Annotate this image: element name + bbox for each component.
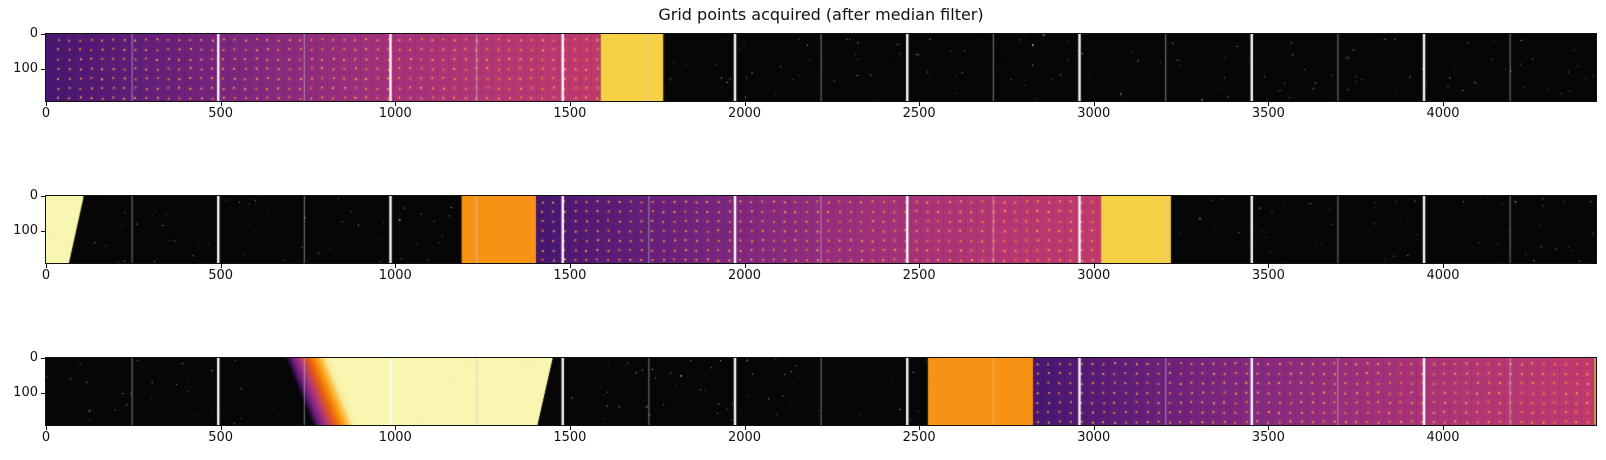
y-tick-mark [41, 231, 45, 232]
x-tick-label: 2500 [902, 268, 936, 283]
x-tick-label: 3000 [1077, 430, 1111, 445]
x-tick-mark [744, 264, 746, 268]
x-tick-mark [1443, 426, 1445, 430]
x-tick-mark [395, 426, 397, 430]
x-tick-label: 2000 [727, 268, 762, 283]
x-tick-mark [1093, 426, 1095, 430]
x-tick-label: 1500 [553, 106, 587, 121]
x-tick-label: 4000 [1426, 430, 1460, 445]
x-tick-mark [1268, 102, 1270, 106]
detector-strip-1-image [46, 34, 1596, 101]
y-tick-mark [41, 196, 45, 197]
x-tick-label: 0 [41, 106, 51, 121]
y-tick-label: 100 [13, 385, 38, 400]
x-tick-label: 2500 [902, 430, 936, 445]
x-tick-mark [1268, 426, 1270, 430]
x-tick-label: 500 [208, 268, 234, 283]
x-tick-label: 3500 [1251, 106, 1285, 121]
x-tick-mark [220, 426, 222, 430]
x-tick-label: 1000 [378, 430, 412, 445]
x-tick-label: 0 [41, 430, 51, 445]
y-tick-label: 0 [29, 26, 38, 41]
detector-strip-2-image [46, 196, 1596, 263]
x-tick-label: 3000 [1077, 268, 1111, 283]
x-tick-mark [1443, 102, 1445, 106]
x-tick-label: 2500 [902, 106, 936, 121]
x-tick-mark [569, 426, 571, 430]
x-tick-label: 3500 [1251, 268, 1285, 283]
x-tick-mark [395, 102, 397, 106]
x-tick-label: 500 [208, 430, 234, 445]
x-tick-mark [220, 102, 222, 106]
x-tick-label: 0 [41, 268, 51, 283]
x-tick-label: 1500 [553, 430, 587, 445]
x-tick-label: 4000 [1426, 106, 1460, 121]
x-tick-mark [919, 264, 921, 268]
x-tick-mark [220, 264, 222, 268]
x-tick-label: 1000 [378, 268, 412, 283]
x-tick-mark [1268, 264, 1270, 268]
detector-strip-1 [45, 33, 1597, 102]
x-tick-label: 3500 [1251, 430, 1285, 445]
figure-title: Grid points acquired (after median filte… [658, 5, 984, 24]
detector-strip-2 [45, 195, 1597, 264]
x-tick-label: 1500 [553, 268, 587, 283]
detector-strip-3 [45, 357, 1597, 426]
x-tick-label: 500 [208, 106, 234, 121]
x-tick-mark [395, 264, 397, 268]
x-tick-mark [569, 264, 571, 268]
x-tick-label: 2000 [727, 430, 762, 445]
x-tick-mark [919, 102, 921, 106]
y-tick-mark [41, 34, 45, 35]
y-tick-label: 0 [29, 188, 38, 203]
x-tick-label: 4000 [1426, 268, 1460, 283]
x-tick-mark [919, 426, 921, 430]
y-tick-mark [41, 393, 45, 394]
y-tick-label: 100 [13, 223, 38, 238]
x-tick-mark [744, 102, 746, 106]
x-tick-label: 2000 [727, 106, 762, 121]
x-tick-mark [1443, 264, 1445, 268]
x-tick-mark [46, 426, 47, 430]
y-tick-label: 0 [29, 350, 38, 365]
x-tick-mark [46, 264, 47, 268]
y-tick-mark [41, 358, 45, 359]
x-tick-mark [46, 102, 47, 106]
x-tick-mark [744, 426, 746, 430]
y-tick-mark [41, 69, 45, 70]
detector-strip-3-image [46, 358, 1596, 425]
x-tick-label: 3000 [1077, 106, 1111, 121]
y-tick-label: 100 [13, 61, 38, 76]
x-tick-mark [569, 102, 571, 106]
x-tick-mark [1093, 264, 1095, 268]
x-tick-label: 1000 [378, 106, 412, 121]
x-tick-mark [1093, 102, 1095, 106]
